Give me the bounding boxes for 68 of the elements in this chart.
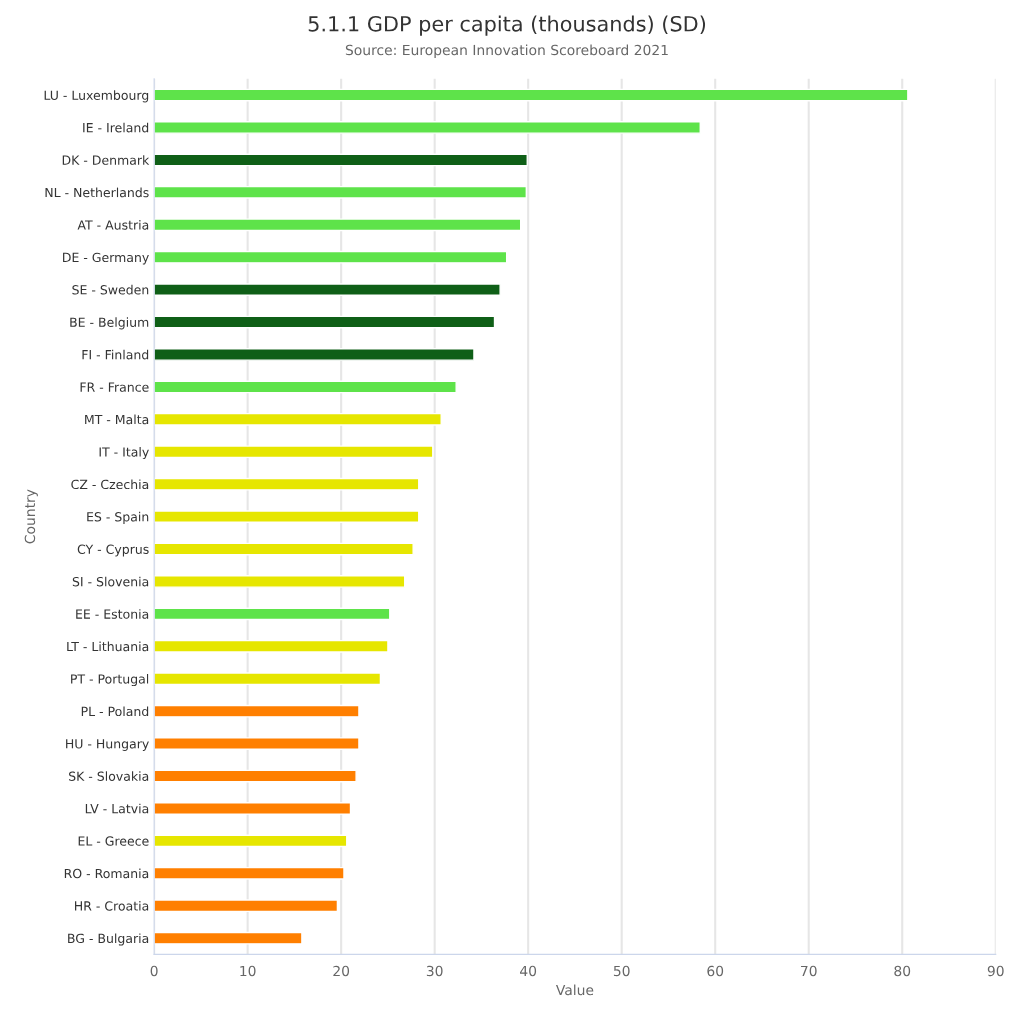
bar: [154, 315, 496, 329]
y-tick-label: ES - Spain: [87, 511, 149, 524]
bar: [154, 283, 501, 296]
y-tick-label: CZ - Czechia: [71, 479, 149, 490]
x-tick-label: 90: [987, 965, 1004, 977]
x-tick-label: 40: [520, 965, 537, 977]
bar: [154, 737, 360, 750]
x-tick-label: 0: [150, 965, 158, 977]
y-tick-label: RO - Romania: [64, 868, 149, 879]
y-tick-label: LU - Luxembourg: [44, 90, 149, 103]
bar: [154, 931, 303, 945]
y-tick-label: DE - Germany: [63, 252, 149, 265]
y-tick-label: AT - Austria: [77, 220, 149, 230]
bar: [154, 412, 442, 426]
y-tick-label: BE - Belgium: [70, 317, 149, 330]
bar: [154, 510, 420, 523]
y-tick-label: IT - Italy: [99, 447, 149, 460]
y-tick-label: LV - Latvia: [85, 803, 149, 814]
bar: [154, 769, 357, 783]
bar: [154, 802, 352, 815]
y-tick-label: PL - Poland: [81, 706, 149, 717]
bar: [154, 672, 382, 686]
y-axis-title: Country: [24, 489, 38, 544]
bar: [154, 607, 391, 621]
y-tick-label: HR - Croatia: [75, 900, 149, 911]
bar: [154, 380, 457, 394]
y-tick-label: EL - Greece: [78, 836, 149, 846]
y-tick-label: SI - Slovenia: [72, 576, 149, 587]
bar: [154, 88, 909, 102]
y-tick-label: HU - Hungary: [66, 739, 149, 751]
bar: [154, 121, 701, 134]
chart-subtitle: Source: European Innovation Scoreboard 2021: [345, 44, 668, 58]
x-tick-label: 20: [333, 965, 350, 977]
y-tick-label: FI - Finland: [82, 349, 149, 360]
bar: [154, 477, 420, 491]
x-tick-label: 80: [894, 965, 911, 977]
y-tick-label: IE - Ireland: [83, 122, 149, 133]
y-tick-label: CY - Cyprus: [77, 544, 149, 557]
y-tick-label: SE - Sweden: [72, 284, 149, 295]
x-tick-label: 70: [801, 965, 817, 977]
x-tick-label: 30: [426, 965, 443, 977]
y-tick-label: DK - Denmark: [62, 155, 150, 165]
bar: [154, 348, 475, 361]
y-tick-label: EE - Estonia: [76, 609, 149, 619]
bar: [154, 639, 389, 653]
y-tick-label: SK - Slovakia: [69, 771, 149, 781]
y-tick-label: NL - Netherlands: [45, 187, 149, 198]
y-tick-label: PT - Portugal: [71, 673, 149, 687]
x-tick-label: 50: [613, 965, 630, 977]
bar: [154, 542, 414, 556]
bar: [154, 575, 406, 588]
bar: [154, 218, 522, 232]
bar: [154, 866, 345, 880]
y-tick-label: LT - Lithuania: [67, 641, 149, 652]
bar: [154, 834, 348, 848]
x-tick-label: 60: [707, 965, 724, 977]
bar: [154, 704, 360, 718]
y-tick-label: MT - Malta: [85, 414, 149, 425]
x-axis-title: Value: [555, 984, 594, 996]
y-tick-label: BG - Bulgaria: [68, 933, 149, 946]
bar: [154, 153, 528, 167]
y-tick-label: FR - France: [80, 382, 149, 392]
bar: [154, 899, 339, 913]
bar: [154, 445, 434, 459]
bar: [154, 185, 528, 199]
x-tick-label: 10: [240, 965, 256, 977]
bar: [154, 250, 508, 264]
chart-title: 5.1.1 GDP per capita (thousands) (SD): [308, 15, 706, 36]
